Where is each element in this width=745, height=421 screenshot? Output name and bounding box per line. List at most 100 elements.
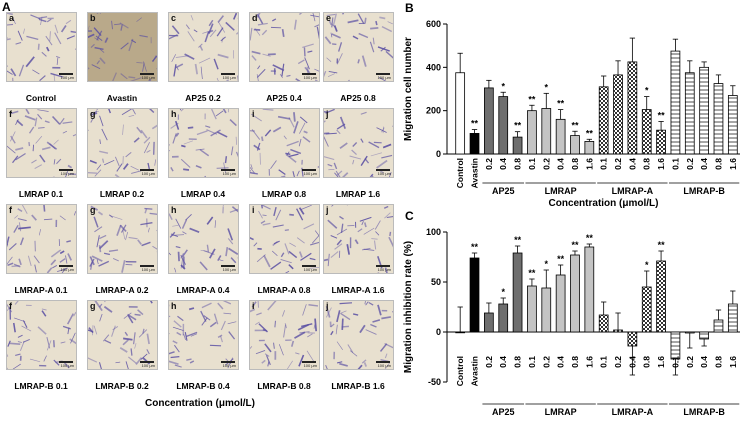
bar-LMRAP-A-0.8 (642, 287, 651, 332)
bar-LMRAP-A-0.4 (628, 332, 637, 346)
micrograph-sublabel: f (9, 301, 12, 311)
group-label: LMRAP-A (612, 186, 654, 196)
x-tick-label: 0.1 (670, 158, 680, 170)
x-tick-label: 0.8 (713, 158, 723, 170)
bar-LMRAP-0.4 (556, 275, 565, 332)
significance-mark: ** (571, 120, 579, 130)
bar-AP25-0.4 (499, 304, 508, 332)
scale-bar-text: 100 μm (378, 75, 391, 80)
bar-LMRAP-B-0.8 (714, 320, 723, 332)
x-tick-label: 0.1 (599, 356, 609, 368)
scale-bar-text: 100 μm (378, 363, 391, 368)
y-axis-label: Migration cell number (403, 37, 414, 141)
significance-mark: ** (528, 268, 536, 278)
micrograph-sublabel: a (9, 13, 14, 23)
micrograph-caption: LMRAP-A 1.6 (318, 285, 398, 295)
scale-bar-text: 100 μm (223, 267, 236, 272)
bar-LMRAP-B-0.4 (700, 67, 709, 154)
micrograph-sublabel: g (90, 301, 96, 311)
scale-bar-text: 100 μm (142, 171, 155, 176)
group-label: LMRAP (545, 186, 577, 196)
bar-LMRAP-B-1.6 (728, 304, 737, 332)
micrograph-sublabel: i (252, 301, 255, 311)
micrograph-caption: LMRAP-A 0.8 (244, 285, 324, 295)
micrograph-3-0: f 100 μm (6, 300, 77, 370)
significance-mark: ** (557, 99, 565, 109)
x-tick-label: Control (455, 158, 465, 188)
x-tick-label: Avastin (470, 158, 480, 188)
scale-bar-text: 100 μm (142, 267, 155, 272)
x-tick-label: 0.2 (685, 356, 695, 368)
significance-mark: ** (557, 254, 565, 264)
x-tick-label: 0.2 (541, 158, 551, 170)
micrograph-caption: LMRAP-B 0.4 (163, 381, 243, 391)
x-tick-label: 0.4 (699, 158, 709, 170)
x-tick-label: 0.4 (699, 356, 709, 368)
micrograph-2-2: h 100 μm (168, 204, 239, 274)
bar-LMRAP-A-0.1 (599, 87, 608, 154)
significance-mark: * (645, 260, 649, 270)
micrograph-caption: AP25 0.2 (163, 93, 243, 103)
micrograph-caption: LMRAP 0.1 (1, 189, 81, 199)
x-tick-label: 0.8 (513, 158, 523, 170)
micrograph-sublabel: g (90, 109, 96, 119)
scale-bar-text: 100 μm (304, 75, 317, 80)
x-tick-label: 0.2 (484, 158, 494, 170)
bar-Control-Control (456, 332, 465, 333)
bar-LMRAP-0.1 (527, 286, 536, 332)
micrograph-caption: LMRAP-A 0.2 (82, 285, 162, 295)
bar-LMRAP-0.8 (571, 255, 580, 332)
x-tick-label: 0.8 (513, 356, 523, 368)
x-tick-label: 0.2 (613, 356, 623, 368)
scale-bar-text: 100 μm (61, 171, 74, 176)
y-tick-label: 50 (431, 277, 441, 287)
x-tick-label: 1.6 (728, 356, 738, 368)
significance-mark: ** (471, 119, 479, 129)
scale-bar-text: 100 μm (61, 363, 74, 368)
significance-mark: ** (514, 235, 522, 245)
x-tick-label: 0.8 (570, 356, 580, 368)
x-tick-label: 0.2 (685, 158, 695, 170)
significance-mark: * (545, 82, 549, 92)
significance-mark: ** (658, 240, 666, 250)
micrograph-caption: LMRAP-B 0.2 (82, 381, 162, 391)
x-tick-label: 0.8 (642, 356, 652, 368)
bar-LMRAP-B-0.8 (714, 84, 723, 154)
scale-bar-text: 100 μm (223, 75, 236, 80)
group-label: LMRAP-A (612, 407, 654, 416)
x-tick-label: 0.1 (670, 356, 680, 368)
micrograph-sublabel: d (252, 13, 258, 23)
x-tick-label: 0.8 (570, 158, 580, 170)
micrograph-sublabel: h (171, 205, 177, 215)
x-tick-label: 1.6 (656, 158, 666, 170)
panel-a-concentration-label: Concentration (μmol/L) (80, 398, 320, 409)
micrograph-sublabel: b (90, 13, 96, 23)
scale-bar-text: 100 μm (304, 171, 317, 176)
micrograph-sublabel: h (171, 301, 177, 311)
group-label: AP25 (492, 407, 515, 416)
scale-bar-text: 100 μm (223, 363, 236, 368)
scale-bar-text: 100 μm (378, 267, 391, 272)
bar-LMRAP-B-1.6 (728, 96, 737, 155)
significance-mark: ** (586, 128, 594, 138)
significance-mark: ** (658, 111, 666, 121)
y-tick-label: 0 (436, 327, 441, 337)
y-axis-label: Migration inhibition rate (%) (403, 241, 414, 373)
y-tick-label: 200 (426, 106, 441, 116)
significance-mark: ** (586, 233, 594, 243)
y-tick-label: 600 (426, 19, 441, 29)
significance-mark: ** (471, 242, 479, 252)
bar-LMRAP-B-0.2 (685, 73, 694, 154)
micrograph-caption: Control (1, 93, 81, 103)
